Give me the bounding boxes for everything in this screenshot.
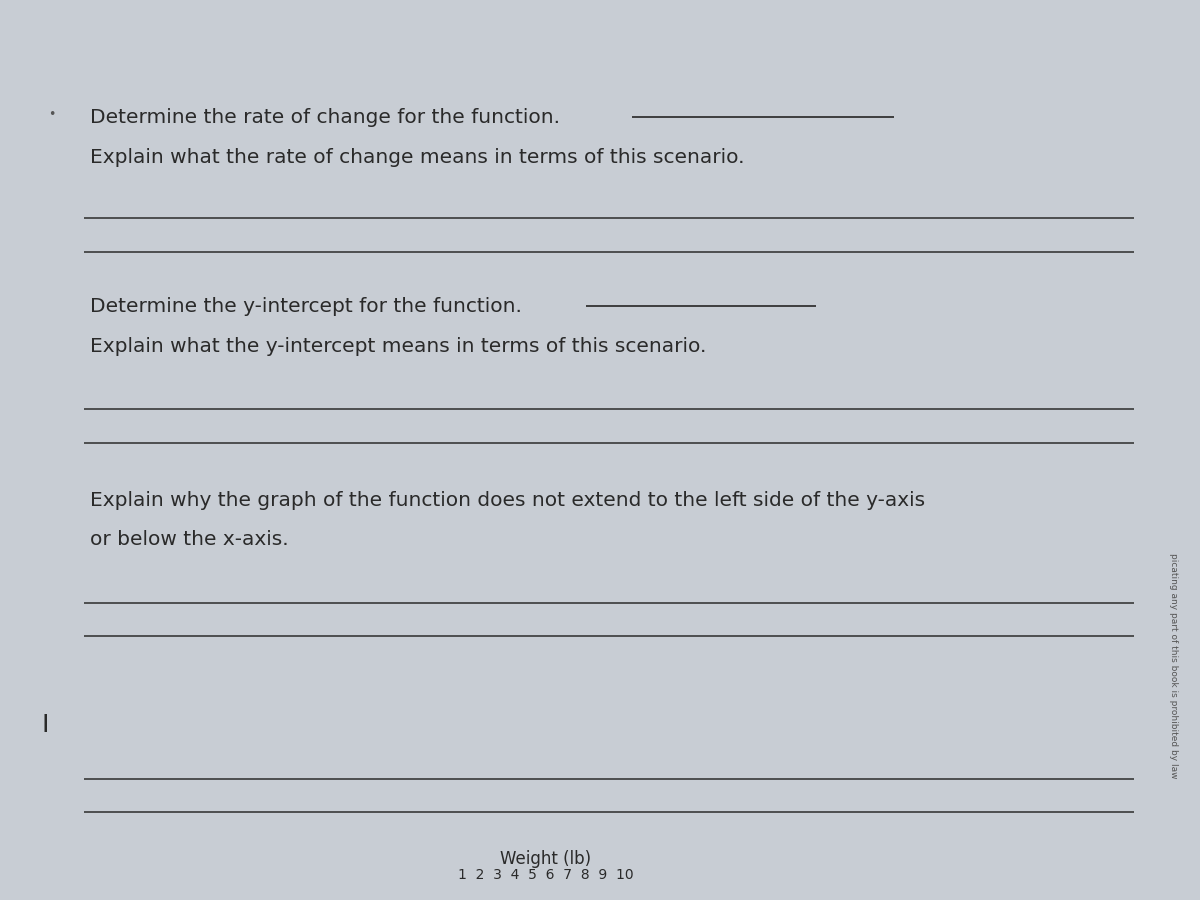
- Text: Weight (lb): Weight (lb): [500, 850, 592, 868]
- Text: I: I: [42, 713, 49, 736]
- Text: 1  2  3  4  5  6  7  8  9  10: 1 2 3 4 5 6 7 8 9 10: [458, 868, 634, 882]
- Text: Determine the rate of change for the function.: Determine the rate of change for the fun…: [90, 108, 560, 127]
- Text: or below the x-axis.: or below the x-axis.: [90, 530, 289, 549]
- Text: picating any part of this book is prohibited by law: picating any part of this book is prohib…: [1169, 554, 1178, 778]
- Text: Explain why the graph of the function does not extend to the left side of the y-: Explain why the graph of the function do…: [90, 491, 925, 509]
- Text: Explain what the rate of change means in terms of this scenario.: Explain what the rate of change means in…: [90, 148, 744, 166]
- Text: Determine the y-intercept for the function.: Determine the y-intercept for the functi…: [90, 297, 522, 316]
- Text: Explain what the y-intercept means in terms of this scenario.: Explain what the y-intercept means in te…: [90, 337, 707, 356]
- Text: •: •: [48, 108, 55, 121]
